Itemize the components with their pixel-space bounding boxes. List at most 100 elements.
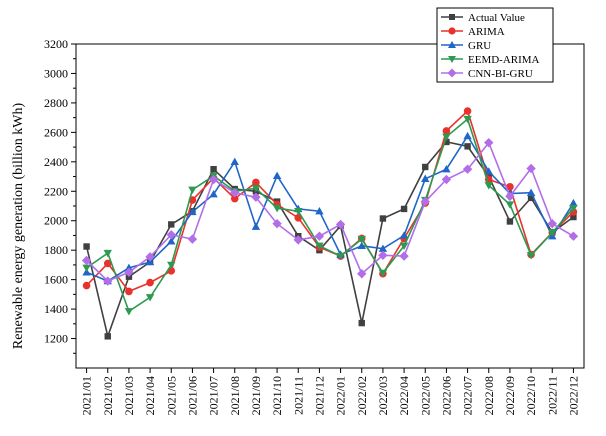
x-tick-label: 2021/08 — [228, 376, 242, 415]
data-point — [82, 281, 91, 290]
x-tick-label: 2022/04 — [397, 376, 411, 415]
y-tick-label: 2200 — [44, 184, 68, 198]
data-point — [251, 192, 261, 202]
legend-label: Actual Value — [468, 12, 525, 24]
data-point — [422, 163, 429, 171]
data-point — [209, 190, 218, 198]
data-point — [527, 194, 535, 202]
legend-item: ARIMA — [441, 26, 505, 38]
data-point — [272, 205, 282, 213]
data-point — [124, 267, 134, 277]
data-point — [81, 255, 92, 266]
data-point — [449, 14, 455, 20]
x-tick-label: 2022/10 — [524, 376, 538, 415]
data-point — [188, 186, 197, 194]
x-tick-label: 2022/03 — [376, 376, 390, 415]
y-tick-label: 2000 — [44, 214, 68, 228]
y-tick-label: 2800 — [44, 96, 68, 110]
series-eemd-arima — [82, 115, 578, 316]
y-tick-label: 1600 — [44, 273, 68, 287]
data-point — [293, 235, 303, 245]
x-tick-label: 2022/09 — [503, 376, 517, 415]
data-point — [464, 143, 471, 150]
data-point — [569, 205, 578, 213]
series-line — [85, 141, 574, 340]
x-tick-label: 2022/02 — [355, 376, 369, 415]
x-tick-label: 2021/06 — [185, 376, 199, 415]
x-tick-label: 2021/02 — [101, 376, 115, 415]
data-point — [294, 207, 303, 216]
legend-label: ARIMA — [468, 26, 505, 38]
data-point — [378, 269, 388, 278]
data-point — [230, 188, 240, 198]
data-point — [358, 319, 365, 327]
data-point — [168, 221, 175, 228]
x-tick-label: 2021/11 — [291, 376, 305, 415]
y-tick-label: 1800 — [44, 243, 68, 257]
data-point — [463, 115, 472, 124]
data-point — [570, 213, 577, 221]
data-point — [448, 27, 456, 35]
data-point — [463, 107, 472, 115]
x-tick-label: 2022/06 — [439, 376, 453, 415]
data-point — [378, 250, 388, 261]
data-point — [400, 205, 408, 213]
data-point — [547, 218, 557, 229]
data-point — [145, 294, 155, 302]
series-cnn-bi-gru — [81, 137, 579, 286]
data-point — [399, 231, 409, 239]
data-point — [124, 308, 134, 316]
data-point — [146, 278, 154, 287]
data-point — [484, 137, 494, 148]
y-tick-label: 2400 — [44, 155, 68, 169]
legend-label: GRU — [468, 40, 491, 52]
legend-item: Actual Value — [441, 12, 525, 24]
data-point — [167, 261, 176, 270]
data-point — [103, 276, 113, 286]
x-tick-label: 2022/12 — [566, 376, 580, 415]
x-tick-label: 2022/01 — [334, 376, 348, 415]
data-point — [399, 251, 409, 261]
data-point — [188, 207, 197, 216]
plot-border — [75, 43, 585, 369]
data-point — [448, 41, 456, 48]
legend-item: EEMD-ARIMA — [441, 54, 540, 66]
data-point — [314, 231, 325, 241]
data-point — [357, 241, 366, 249]
data-point — [103, 259, 112, 268]
data-point — [421, 174, 430, 182]
data-point — [252, 178, 260, 187]
data-point — [443, 138, 450, 146]
data-point — [484, 167, 493, 175]
data-point — [208, 174, 219, 185]
data-point — [442, 127, 451, 135]
data-point — [506, 218, 514, 225]
x-tick-label: 2022/08 — [482, 376, 496, 415]
x-tick-label: 2021/07 — [207, 376, 221, 415]
data-point — [505, 201, 515, 209]
data-point — [187, 234, 198, 244]
data-point — [272, 171, 282, 180]
series-gru — [82, 131, 578, 285]
x-tick-label: 2021/09 — [249, 376, 263, 415]
legend-item: CNN-BI-GRU — [441, 68, 533, 80]
data-point — [568, 231, 579, 241]
data-point — [145, 252, 155, 262]
y-tick-label: 1400 — [44, 302, 68, 316]
data-point — [167, 237, 176, 245]
series-line — [86, 134, 575, 282]
data-point — [166, 230, 176, 240]
data-point — [294, 213, 303, 222]
data-point — [506, 183, 514, 191]
data-point — [230, 157, 239, 166]
legend-label: EEMD-ARIMA — [468, 54, 540, 66]
data-point — [315, 242, 324, 250]
data-point — [569, 198, 578, 207]
data-point — [251, 185, 261, 193]
data-point — [82, 264, 91, 273]
data-point — [526, 188, 536, 196]
x-tick-label: 2022/07 — [461, 376, 475, 415]
x-tick-label: 2022/11 — [545, 376, 559, 415]
